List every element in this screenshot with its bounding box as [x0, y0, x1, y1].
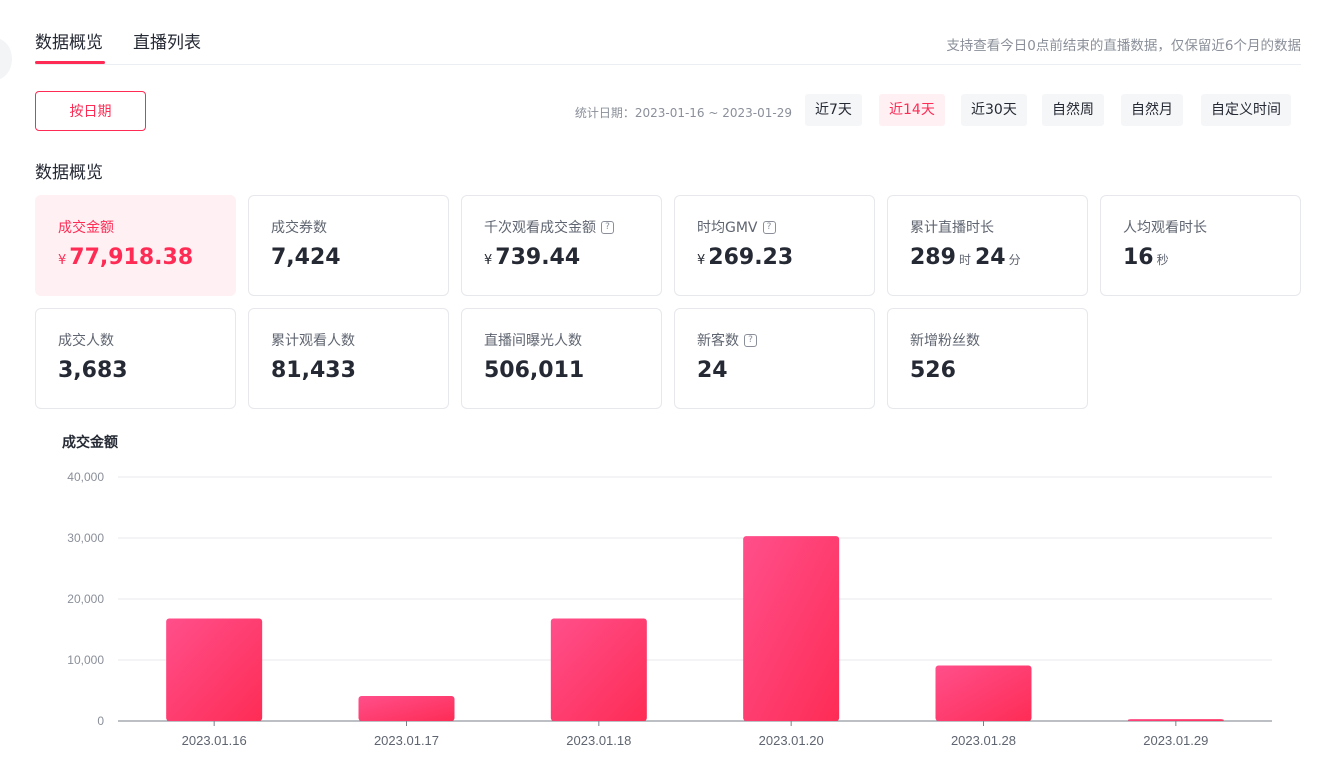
range-natural-week-button[interactable]: 自然周 — [1042, 94, 1104, 126]
x-tick-label: 2023.01.28 — [951, 733, 1016, 748]
chart-title: 成交金额 — [62, 435, 118, 451]
metric-label: 成交人数 — [58, 333, 114, 349]
metric-label: 成交金额 — [58, 220, 114, 236]
metric-number: 3,683 — [58, 358, 128, 383]
range-14-days-button[interactable]: 近14天 — [879, 94, 945, 126]
metric-number: 24 — [697, 358, 728, 383]
metric-label: 累计观看人数 — [271, 333, 355, 349]
metric-card-new-customers[interactable]: 新客数 ? 24 — [674, 308, 875, 409]
section-title: 数据概览 — [35, 163, 103, 183]
active-tab-indicator — [35, 61, 105, 64]
y-tick-label: 0 — [97, 714, 104, 728]
range-custom-button[interactable]: 自定义时间 — [1201, 94, 1291, 126]
x-tick-label: 2023.01.16 — [182, 733, 247, 748]
metric-number: 526 — [910, 358, 956, 383]
tab-live-list[interactable]: 直播列表 — [133, 33, 201, 53]
metric-label: 累计直播时长 — [910, 220, 994, 236]
metric-card-gmv[interactable]: 成交金额 ¥ 77,918.38 — [35, 195, 236, 296]
hours-number: 289 — [910, 245, 956, 270]
range-natural-month-button[interactable]: 自然月 — [1121, 94, 1183, 126]
metric-card-viewers[interactable]: 累计观看人数 81,433 — [248, 308, 449, 409]
metric-value: 16 秒 — [1123, 245, 1173, 270]
chart-bar[interactable] — [935, 665, 1032, 721]
metric-value: 7,424 — [271, 245, 341, 270]
metric-value: ¥ 77,918.38 — [58, 245, 193, 270]
metric-value: 289 时 24 分 — [910, 245, 1025, 270]
metric-label: 新增粉丝数 — [910, 333, 980, 349]
metric-card-exposure[interactable]: 直播间曝光人数 506,011 — [461, 308, 662, 409]
metric-label-text: 新客数 — [697, 333, 739, 349]
stat-date-range: 统计日期：2023-01-16 ~ 2023-01-29 — [574, 106, 792, 120]
metric-card-coupons[interactable]: 成交券数 7,424 — [248, 195, 449, 296]
metric-card-gpm[interactable]: 千次观看成交金额 ? ¥ 739.44 — [461, 195, 662, 296]
help-icon[interactable]: ? — [601, 220, 614, 234]
metric-number: 739.44 — [495, 245, 581, 270]
gmv-bar-chart: 40,000 30,000 20,000 10,000 0 2023.01.16 2023.… — [67, 470, 1272, 748]
metric-label: 成交券数 — [271, 220, 327, 236]
hours-unit: 时 — [958, 253, 971, 267]
metric-number: 81,433 — [271, 358, 356, 383]
metric-card-gmv-per-hour[interactable]: 时均GMV ? ¥ 269.23 — [674, 195, 875, 296]
chart-bar[interactable] — [743, 536, 840, 721]
metric-label: 新客数 ? — [697, 330, 757, 350]
metric-value: ¥ 269.23 — [697, 245, 793, 270]
metric-value: 3,683 — [58, 358, 128, 383]
metric-card-live-duration[interactable]: 累计直播时长 289 时 24 分 — [887, 195, 1088, 296]
seconds-unit: 秒 — [1156, 253, 1169, 267]
metric-label-text: 时均GMV — [697, 220, 758, 236]
currency-symbol: ¥ — [697, 253, 706, 268]
x-tick-label: 2023.01.18 — [566, 733, 631, 748]
x-tick-label: 2023.01.20 — [759, 733, 824, 748]
metric-card-new-fans[interactable]: 新增粉丝数 526 — [887, 308, 1088, 409]
tab-data-overview[interactable]: 数据概览 — [35, 33, 103, 53]
metric-number: 269.23 — [708, 245, 794, 270]
currency-symbol: ¥ — [58, 253, 67, 268]
help-icon[interactable]: ? — [762, 220, 776, 234]
metric-card-avg-watch[interactable]: 人均观看时长 16 秒 — [1100, 195, 1301, 296]
metric-label: 千次观看成交金额 ? — [484, 217, 614, 237]
metric-card-buyers[interactable]: 成交人数 3,683 — [35, 308, 236, 409]
metric-value: 24 — [697, 358, 728, 383]
metric-number: 77,918.38 — [69, 245, 194, 270]
by-date-button[interactable]: 按日期 — [35, 91, 146, 131]
range-7-days-button[interactable]: 近7天 — [805, 94, 862, 126]
metric-value: 506,011 — [484, 358, 584, 383]
minutes-number: 24 — [974, 245, 1006, 270]
chart-bar[interactable] — [1127, 719, 1224, 721]
metric-value: 526 — [910, 358, 956, 383]
metric-label: 人均观看时长 — [1123, 220, 1207, 236]
metric-value: 81,433 — [271, 358, 356, 383]
metric-label: 时均GMV ? — [697, 217, 776, 237]
currency-symbol: ¥ — [484, 253, 493, 268]
help-icon[interactable]: ? — [744, 333, 757, 347]
y-tick-label: 30,000 — [67, 531, 104, 545]
metric-number: 506,011 — [484, 358, 585, 383]
y-tick-label: 10,000 — [67, 653, 104, 667]
metric-label: 直播间曝光人数 — [484, 333, 582, 349]
x-tick-label: 2023.01.29 — [1143, 733, 1208, 748]
range-30-days-button[interactable]: 近30天 — [961, 94, 1027, 126]
top-tabs: 数据概览 直播列表 支持查看今日0点前结束的直播数据，仅保留近6个月的数据 — [35, 0, 1301, 65]
chart-bar[interactable] — [358, 695, 455, 721]
collapsed-side-handle[interactable] — [0, 38, 12, 80]
data-retention-hint: 支持查看今日0点前结束的直播数据，仅保留近6个月的数据 — [946, 38, 1301, 54]
y-tick-label: 20,000 — [67, 592, 104, 606]
minutes-unit: 分 — [1008, 253, 1021, 267]
metric-label-text: 千次观看成交金额 — [484, 220, 596, 236]
y-tick-label: 40,000 — [67, 470, 104, 484]
chart-bar[interactable] — [550, 618, 647, 721]
metric-number: 16 — [1123, 245, 1154, 270]
metric-number: 7,424 — [271, 245, 341, 270]
metric-value: ¥ 739.44 — [484, 245, 580, 270]
chart-bar[interactable] — [166, 618, 263, 721]
x-tick-label: 2023.01.17 — [374, 733, 439, 748]
